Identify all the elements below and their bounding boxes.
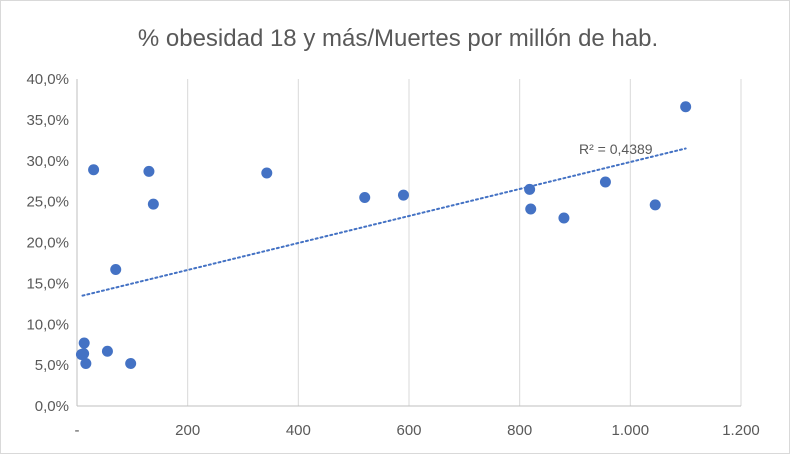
x-tick-label: 1.000 [612,422,650,439]
data-point [78,337,90,349]
x-tick-label: 200 [175,422,200,439]
axes: 0,0% 5,0% 10,0% 15,0% 20,0% 25,0% 30,0% 35,0% 40… [26,71,759,439]
y-tick-label: 25,0% [26,194,69,211]
data-point [359,192,371,204]
y-tick-label: 0,0% [35,398,69,415]
y-tick-label: 35,0% [26,112,69,129]
x-tick-label: - [75,422,80,439]
data-point [125,357,137,369]
x-tick-label: 400 [286,422,311,439]
gridlines [187,79,742,406]
trendline-group [81,147,687,297]
y-tick-label: 15,0% [26,275,69,292]
data-point [525,203,537,215]
data-point [80,357,92,369]
data-point [147,198,159,210]
data-point [599,176,611,188]
data-points [75,101,692,369]
data-point [110,263,122,275]
y-tick-label: 5,0% [35,357,69,374]
trendline [81,147,687,297]
y-tick-label: 20,0% [26,235,69,252]
r-squared-label: R² = 0,4389 [579,141,653,157]
data-point [101,345,113,357]
data-point [649,199,661,211]
y-tick-label: 10,0% [26,316,69,333]
x-tick-label: 800 [507,422,532,439]
data-point [524,183,536,195]
data-point [397,189,409,201]
data-point [78,348,90,360]
y-tick-label: 40,0% [26,71,69,88]
data-point [680,101,692,113]
x-tick-label: 600 [396,422,421,439]
data-point [88,164,100,176]
data-point [143,165,155,177]
chart-title: % obesidad 18 y más/Muertes por millón d… [138,25,658,52]
x-tick-label: 1.200 [722,422,760,439]
data-point [261,167,273,179]
y-tick-label: 30,0% [26,153,69,170]
data-point [558,212,570,224]
